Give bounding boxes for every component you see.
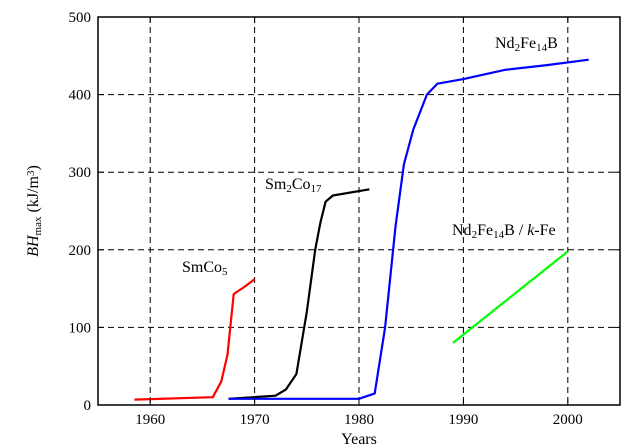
series-lines xyxy=(134,58,589,401)
y-tick-label: 500 xyxy=(69,10,92,26)
y-tick-label: 0 xyxy=(84,398,92,414)
series-line-nd2fe14b xyxy=(228,58,589,400)
y-tick-label: 300 xyxy=(69,165,92,181)
series-line-sm2co17 xyxy=(228,188,370,400)
ticks xyxy=(98,16,620,406)
y-tick-label: 200 xyxy=(69,243,92,259)
annotation-sm2co17: Sm2Co17 xyxy=(265,176,322,195)
y-tick-label: 400 xyxy=(69,88,92,104)
grid xyxy=(98,17,620,405)
x-tick-label: 1970 xyxy=(240,412,270,428)
x-tick-label: 1960 xyxy=(135,412,165,428)
x-tick-label: 2000 xyxy=(553,412,583,428)
series-line-nd2fe14b-kfe xyxy=(452,250,569,344)
annotation-nd2fe14b-kfe: Nd2Fe14B / k-Fe xyxy=(452,222,556,241)
annotation-nd2fe14b: Nd2Fe14B xyxy=(495,35,558,54)
x-tick-label: 1980 xyxy=(344,412,374,428)
series-annotations: SmCo5 Sm2Co17 Nd2Fe14B Nd2Fe14B / k-Fe xyxy=(182,35,558,278)
y-tick-label: 100 xyxy=(69,320,92,336)
series-line-smco5 xyxy=(134,278,256,401)
x-axis-label: Years xyxy=(341,431,377,448)
x-tick-label: 1990 xyxy=(448,412,478,428)
tick-labels: 1960 1970 1980 1990 2000 0 100 200 300 400 500 xyxy=(69,10,583,428)
annotation-smco5: SmCo5 xyxy=(182,259,228,278)
y-axis-label: BHmax (kJ/m3) xyxy=(25,165,44,257)
